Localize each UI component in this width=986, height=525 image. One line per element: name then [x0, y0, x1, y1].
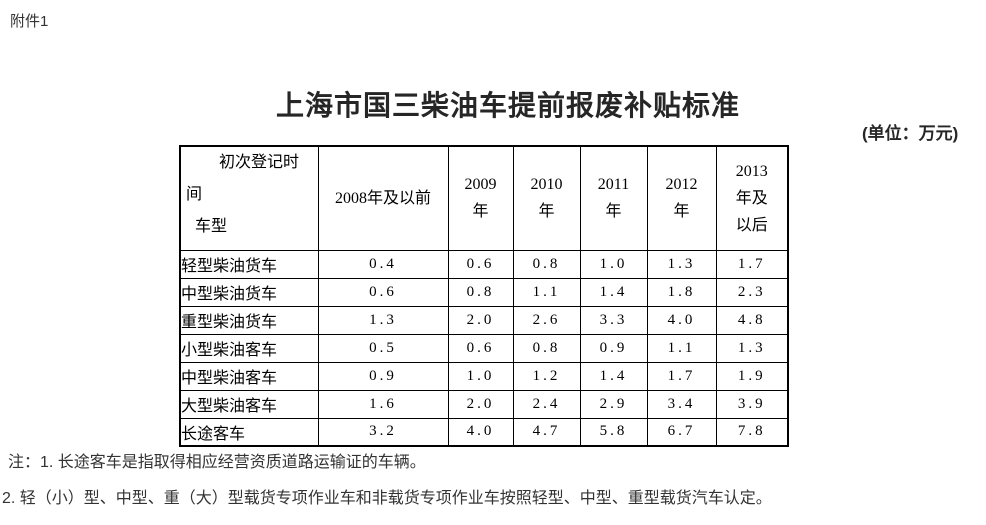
table-header-row: 初次登记时 间 车型 2008年及以前 2009 年 2010 年 2011 [179, 145, 789, 251]
year-header-2012: 2012 年 [646, 145, 717, 251]
subsidy-value-cell: 4.0 [447, 417, 514, 447]
header-line: 年及 [735, 189, 768, 207]
subsidy-value-cell: 5.8 [579, 417, 648, 447]
header-line: 年 [472, 203, 489, 221]
subsidy-value-cell: 0.6 [447, 249, 514, 279]
subsidy-value-cell: 0.9 [579, 333, 648, 363]
year-header-2010: 2010 年 [512, 145, 581, 251]
header-line: 以后 [735, 216, 768, 234]
table-body: 轻型柴油货车 0.4 0.6 0.8 1.0 1.3 1.7 中型柴油货车 0.6 0.8 1.1 1… [179, 249, 789, 447]
table-row: 中型柴油客车 0.9 1.0 1.2 1.4 1.7 1.9 [179, 361, 789, 391]
subsidy-value-cell: 0.6 [317, 277, 449, 307]
subsidy-value-cell: 1.1 [646, 333, 717, 363]
page-title: 上海市国三柴油车提前报废补贴标准 [275, 90, 740, 121]
subsidy-value-cell: 1.8 [646, 277, 717, 307]
subsidy-value-cell: 3.4 [646, 389, 717, 419]
table-row: 长途客车 3.2 4.0 4.7 5.8 6.7 7.8 [179, 417, 789, 447]
footnote-2: 2. 轻（小）型、中型、重（大）型载货专项作业车和非载货专项作业车按照轻型、中型… [2, 490, 772, 507]
subsidy-value-cell: 6.7 [646, 417, 717, 447]
subsidy-value-cell: 1.4 [579, 277, 648, 307]
table-row: 轻型柴油货车 0.4 0.6 0.8 1.0 1.3 1.7 [179, 249, 789, 279]
header-line: 2013 [735, 162, 768, 180]
subsidy-value-cell: 2.0 [447, 305, 514, 335]
header-line: 2011 [597, 176, 630, 194]
header-line: 2008年及以前 [334, 189, 431, 207]
subsidy-value-cell: 1.2 [512, 361, 581, 391]
subsidy-value-cell: 1.4 [579, 361, 648, 391]
subsidy-value-cell: 0.5 [317, 333, 449, 363]
corner-header-cell: 初次登记时 间 车型 [179, 145, 319, 251]
subsidy-value-cell: 0.8 [512, 249, 581, 279]
attachment-label: 附件1 [10, 13, 49, 30]
subsidy-value-cell: 2.4 [512, 389, 581, 419]
subsidy-value-cell: 0.4 [317, 249, 449, 279]
subsidy-value-cell: 1.7 [646, 361, 717, 391]
subsidy-value-cell: 0.8 [447, 277, 514, 307]
subsidy-value-cell: 3.2 [317, 417, 449, 447]
header-line: 2009 [464, 176, 497, 194]
subsidy-value-cell: 1.1 [512, 277, 581, 307]
corner-line-registration-wrap: 间 [186, 186, 203, 203]
year-header-2008-and-before: 2008年及以前 [317, 145, 449, 251]
table-row: 中型柴油货车 0.6 0.8 1.1 1.4 1.8 2.3 [179, 277, 789, 307]
year-header-2011: 2011 年 [579, 145, 648, 251]
corner-line-vehicle-type: 车型 [195, 218, 228, 235]
vehicle-type-cell: 重型柴油货车 [179, 305, 319, 335]
subsidy-value-cell: 3.9 [715, 389, 789, 419]
subsidy-value-cell: 4.7 [512, 417, 581, 447]
subsidy-value-cell: 2.9 [579, 389, 648, 419]
header-line: 年 [673, 203, 690, 221]
subsidy-value-cell: 0.9 [317, 361, 449, 391]
vehicle-type-cell: 中型柴油货车 [179, 277, 319, 307]
vehicle-type-cell: 轻型柴油货车 [179, 249, 319, 279]
corner-line-registration: 初次登记时 [219, 154, 300, 171]
subsidy-value-cell: 4.0 [646, 305, 717, 335]
footnote-1: 注：1. 长途客车是指取得相应经营资质道路运输证的车辆。 [8, 454, 426, 471]
subsidy-value-cell: 4.8 [715, 305, 789, 335]
vehicle-type-cell: 中型柴油客车 [179, 361, 319, 391]
subsidy-value-cell: 7.8 [715, 417, 789, 447]
subsidy-value-cell: 1.0 [579, 249, 648, 279]
subsidy-value-cell: 1.9 [715, 361, 789, 391]
vehicle-type-cell: 大型柴油客车 [179, 389, 319, 419]
subsidy-value-cell: 2.0 [447, 389, 514, 419]
subsidy-value-cell: 2.6 [512, 305, 581, 335]
table-row: 小型柴油客车 0.5 0.6 0.8 0.9 1.1 1.3 [179, 333, 789, 363]
header-line: 2010 [530, 176, 563, 194]
subsidy-value-cell: 1.3 [646, 249, 717, 279]
subsidy-value-cell: 2.3 [715, 277, 789, 307]
subsidy-value-cell: 1.6 [317, 389, 449, 419]
vehicle-type-cell: 小型柴油客车 [179, 333, 319, 363]
year-header-2009: 2009 年 [447, 145, 514, 251]
year-header-2013-and-after: 2013 年及 以后 [715, 145, 789, 251]
table-row: 重型柴油货车 1.3 2.0 2.6 3.3 4.0 4.8 [179, 305, 789, 335]
subsidy-value-cell: 1.0 [447, 361, 514, 391]
header-line: 年 [538, 203, 555, 221]
unit-label: (单位：万元) [862, 124, 959, 143]
table-row: 大型柴油客车 1.6 2.0 2.4 2.9 3.4 3.9 [179, 389, 789, 419]
subsidy-value-cell: 3.3 [579, 305, 648, 335]
subsidy-value-cell: 0.6 [447, 333, 514, 363]
header-line: 2012 [665, 176, 698, 194]
subsidy-table: 初次登记时 间 车型 2008年及以前 2009 年 2010 年 2011 [179, 145, 789, 447]
subsidy-value-cell: 1.3 [317, 305, 449, 335]
subsidy-value-cell: 1.7 [715, 249, 789, 279]
subsidy-value-cell: 1.3 [715, 333, 789, 363]
vehicle-type-cell: 长途客车 [179, 417, 319, 447]
subsidy-value-cell: 0.8 [512, 333, 581, 363]
header-line: 年 [605, 203, 622, 221]
